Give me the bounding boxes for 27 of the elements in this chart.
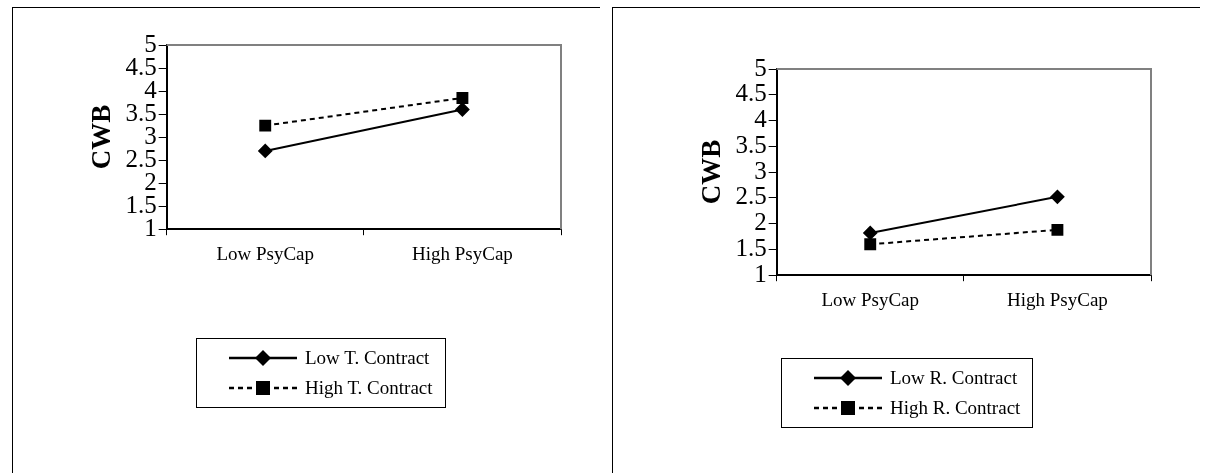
point xyxy=(1051,223,1064,236)
point xyxy=(258,143,273,158)
y-tick-label: 3.5 xyxy=(735,130,767,158)
y-axis-title: CWB xyxy=(696,139,727,205)
legend-label: Low R. Contract xyxy=(890,367,1018,389)
legend-label: Low T. Contract xyxy=(305,347,430,369)
legend-label: High T. Contract xyxy=(305,377,433,399)
y-tick-label: 3 xyxy=(754,156,767,184)
y-tick-label: 1 xyxy=(754,259,767,287)
legend-label: High R. Contract xyxy=(890,397,1021,419)
point xyxy=(863,225,878,240)
point xyxy=(456,92,469,104)
y-tick-label: 4.5 xyxy=(735,79,767,107)
point xyxy=(864,238,877,251)
y-tick-label: 2 xyxy=(754,208,767,236)
y-axis-title: CWB xyxy=(86,104,117,170)
point xyxy=(1050,189,1065,204)
y-tick-label: 5 xyxy=(754,53,767,81)
point xyxy=(259,119,272,132)
x-tick-label: High PsyCap xyxy=(1007,288,1108,310)
x-tick-label: Low PsyCap xyxy=(821,288,920,310)
y-tick-label: 1.5 xyxy=(735,233,767,261)
x-tick-label: High PsyCap xyxy=(412,242,513,264)
y-tick-label: 4 xyxy=(754,105,768,133)
y-tick-label: 2.5 xyxy=(735,182,767,210)
point xyxy=(455,102,470,117)
x-tick-label: Low PsyCap xyxy=(216,242,315,264)
